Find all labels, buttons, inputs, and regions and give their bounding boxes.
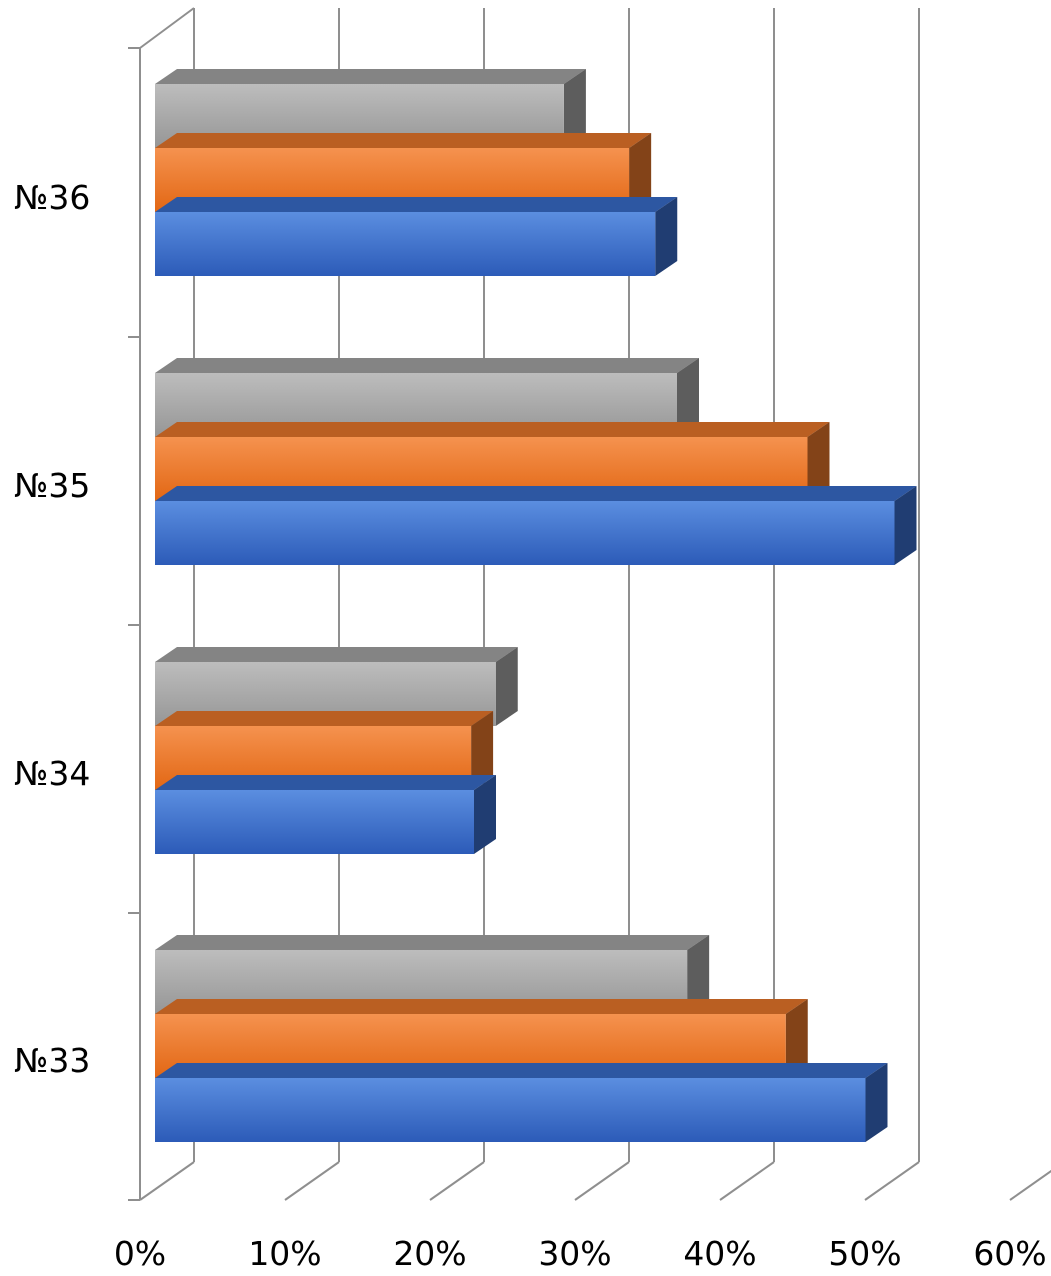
- bar-side-face: [807, 422, 830, 501]
- bar-side-face: [687, 935, 710, 1014]
- x-tick-label: 30%: [538, 1234, 611, 1273]
- floor-line: [864, 1161, 920, 1201]
- bar-top-face: [155, 69, 586, 84]
- y-tick-label: №36: [14, 178, 90, 217]
- bar-side-face: [495, 647, 518, 726]
- x-tick-label: 0%: [114, 1234, 166, 1273]
- bar-top-face: [155, 358, 699, 373]
- floor-line: [574, 1161, 630, 1201]
- y-tick-label: №33: [14, 1041, 90, 1080]
- bar-top-face: [155, 486, 917, 501]
- bar-side-face: [655, 197, 678, 276]
- bar: [155, 501, 895, 565]
- bar-side-face: [894, 486, 917, 565]
- x-tick-label: 40%: [683, 1234, 756, 1273]
- x-tick-label: 50%: [828, 1234, 901, 1273]
- floor-line: [284, 1161, 340, 1201]
- floor-line: [1009, 1169, 1051, 1201]
- bar-side-face: [677, 358, 699, 437]
- bar-top-face: [155, 1063, 888, 1078]
- bar-top-face: [155, 999, 808, 1014]
- bar-top-face: [155, 711, 494, 726]
- bar-top-face: [155, 775, 496, 790]
- bar-top-face: [155, 422, 830, 437]
- bar-side-face: [474, 775, 496, 854]
- bar-top-face: [155, 935, 710, 950]
- bar-top-face: [155, 197, 678, 212]
- y-tick-label: №35: [14, 466, 90, 505]
- y-tick-label: №34: [14, 754, 90, 793]
- wall-edge: [139, 7, 195, 49]
- axis-labels: 0% 10% 20% 30% 40% 50% 60% №33 №34 №35 №36: [14, 178, 1047, 1273]
- bar: [155, 790, 474, 854]
- bar-side-face: [629, 133, 652, 212]
- bar-side-face: [471, 711, 494, 790]
- bar: [155, 1078, 866, 1142]
- bar-top-face: [155, 647, 518, 662]
- bar-side-face: [785, 999, 808, 1078]
- x-tick-label: 20%: [393, 1234, 466, 1273]
- bar-side-face: [563, 69, 586, 148]
- floor-line: [429, 1161, 485, 1201]
- x-tick-label: 60%: [973, 1234, 1046, 1273]
- x-tick-label: 10%: [248, 1234, 321, 1273]
- floor-line: [139, 1161, 195, 1201]
- bar-top-face: [155, 133, 652, 148]
- bar-side-face: [865, 1063, 888, 1142]
- bar: [155, 212, 656, 276]
- bars: [155, 69, 917, 1142]
- floor-line: [719, 1161, 775, 1201]
